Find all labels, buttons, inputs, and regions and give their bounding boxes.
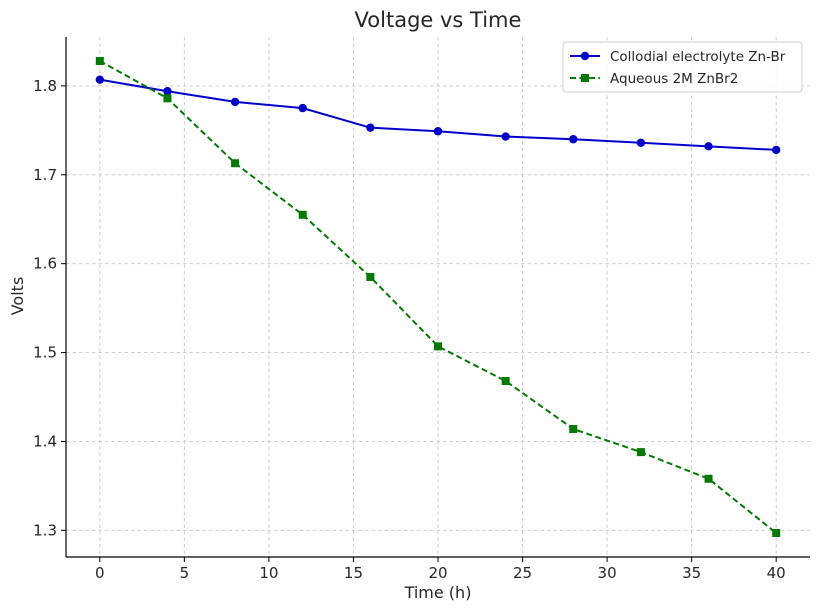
data-point [95, 57, 104, 65]
data-point [569, 425, 578, 433]
data-point [704, 474, 713, 483]
x-tick-label: 25 [513, 564, 532, 582]
data-point [163, 94, 172, 103]
data-point [298, 103, 307, 113]
series-1 [95, 75, 781, 155]
data-point [636, 448, 645, 457]
y-tick-label: 1.8 [33, 77, 57, 95]
data-point [95, 75, 105, 84]
x-axis-ticks: 0 5 10 15 20 25 30 35 40 [95, 557, 786, 582]
data-point [501, 377, 510, 385]
legend-label: Collodial electrolyte Zn-Br [610, 49, 786, 65]
chart-title: Voltage vs Time [355, 8, 522, 32]
x-tick-label: 40 [767, 564, 786, 582]
data-point [366, 273, 375, 281]
data-point [704, 142, 713, 151]
x-tick-label: 10 [259, 564, 278, 582]
y-tick-label: 1.5 [33, 344, 57, 362]
legend-marker [580, 51, 590, 61]
data-point [569, 135, 578, 144]
x-tick-label: 0 [95, 564, 105, 582]
data-point [298, 210, 307, 219]
y-tick-label: 1.4 [33, 432, 57, 450]
data-point [366, 123, 375, 132]
y-tick-label: 1.3 [33, 521, 57, 539]
legend-marker [581, 74, 589, 82]
data-point [231, 159, 240, 168]
series-layer [95, 57, 781, 537]
data-point [501, 132, 510, 141]
data-point [771, 145, 781, 155]
y-tick-label: 1.7 [33, 166, 57, 184]
data-point [434, 342, 442, 351]
x-tick-label: 30 [598, 564, 617, 582]
data-point [230, 97, 240, 107]
x-tick-label: 20 [428, 564, 447, 582]
series-2 [95, 57, 781, 537]
data-point [433, 127, 443, 136]
x-tick-label: 35 [682, 564, 701, 582]
series-line [99, 60, 777, 534]
data-point [636, 138, 646, 147]
x-axis-label: Time (h) [404, 583, 472, 602]
data-point [772, 529, 781, 537]
y-axis-ticks: 1.3 1.4 1.5 1.6 1.7 1.8 [33, 77, 66, 539]
grid-lines [66, 37, 810, 557]
legend-frame [562, 41, 803, 93]
legend: Collodial electrolyte Zn-Br Aqueous 2M Zn… [562, 41, 803, 93]
legend-label: Aqueous 2M ZnBr2 [610, 71, 738, 87]
y-axis-label: Volts [8, 277, 27, 316]
data-point [163, 87, 172, 96]
x-tick-label: 15 [344, 564, 363, 582]
y-tick-label: 1.6 [33, 255, 57, 273]
x-tick-label: 5 [180, 564, 190, 582]
